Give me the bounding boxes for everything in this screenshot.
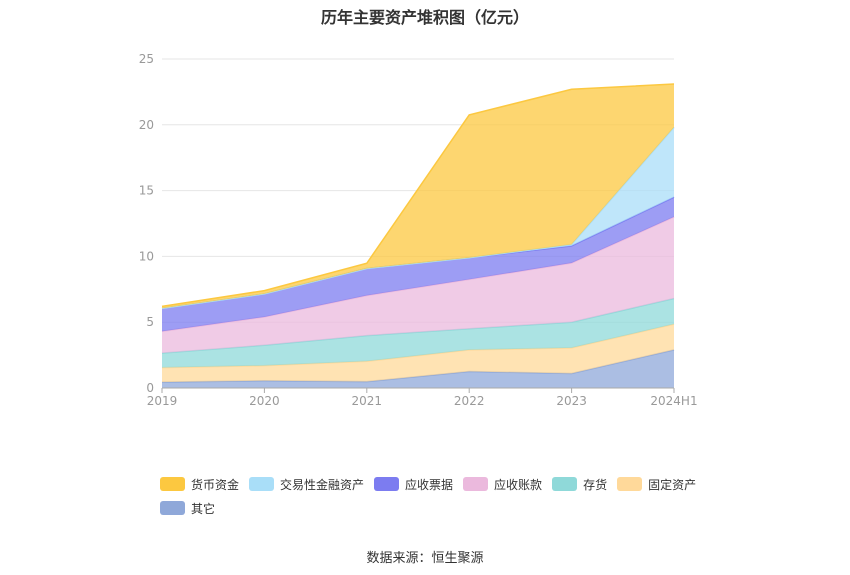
legend-swatch bbox=[552, 477, 578, 491]
legend-swatch bbox=[160, 501, 185, 515]
source-text: 数据来源：恒生聚源 bbox=[366, 551, 484, 566]
legend-label: 应收票据 bbox=[405, 477, 454, 492]
y-tick-label: 0 bbox=[146, 381, 154, 395]
y-tick-label: 10 bbox=[139, 249, 154, 263]
legend-swatch bbox=[617, 477, 643, 491]
legend-item[interactable]: 固定资产 bbox=[617, 472, 696, 496]
area-series-其它 bbox=[162, 349, 674, 388]
legend-swatch bbox=[374, 477, 400, 491]
area-series-应收票据 bbox=[162, 197, 674, 332]
x-tick-label: 2023 bbox=[556, 394, 587, 408]
legend-item[interactable]: 应收票据 bbox=[374, 472, 453, 496]
legend-label: 固定资产 bbox=[648, 477, 697, 492]
legend-label: 其它 bbox=[191, 501, 216, 516]
series-line-货币资金 bbox=[161, 83, 675, 308]
y-tick-label: 5 bbox=[146, 315, 154, 329]
legend-swatch bbox=[463, 477, 489, 491]
legend-swatch bbox=[160, 477, 185, 491]
legend-item[interactable]: 存货 bbox=[552, 472, 607, 496]
legend-swatch bbox=[249, 477, 275, 491]
x-tick-label: 2022 bbox=[454, 394, 485, 408]
x-tick-label: 2020 bbox=[249, 394, 280, 408]
chart-title: 历年主要资产堆积图（亿元） bbox=[320, 8, 529, 27]
legend-label: 应收账款 bbox=[494, 477, 543, 492]
legend-item[interactable]: 其它 bbox=[160, 496, 215, 520]
legend-label: 存货 bbox=[583, 477, 608, 492]
x-tick-label: 2021 bbox=[352, 394, 383, 408]
legend-label: 交易性金融资产 bbox=[280, 477, 365, 492]
legend: 货币资金 交易性金融资产 应收票据 应收账款 存货 固定资产其它 bbox=[160, 472, 720, 520]
legend-label: 货币资金 bbox=[191, 477, 240, 492]
x-tick-label: 2024H1 bbox=[650, 394, 697, 408]
legend-item[interactable]: 应收账款 bbox=[463, 472, 542, 496]
legend-item[interactable]: 交易性金融资产 bbox=[249, 472, 364, 496]
axes: 0 5 10 15 20 25 2019 2020 2021 2022 2023 2024H1 bbox=[139, 52, 698, 408]
area-series bbox=[161, 83, 675, 388]
y-tick-label: 25 bbox=[139, 52, 154, 66]
y-tick-label: 15 bbox=[139, 184, 154, 198]
legend-item[interactable]: 货币资金 bbox=[160, 472, 239, 496]
area-series-固定资产 bbox=[162, 324, 674, 383]
area-series-货币资金 bbox=[162, 84, 674, 309]
y-tick-label: 20 bbox=[139, 118, 154, 132]
area-series-应收账款 bbox=[162, 216, 674, 354]
area-series-存货 bbox=[162, 298, 674, 368]
x-tick-label: 2019 bbox=[147, 394, 178, 408]
